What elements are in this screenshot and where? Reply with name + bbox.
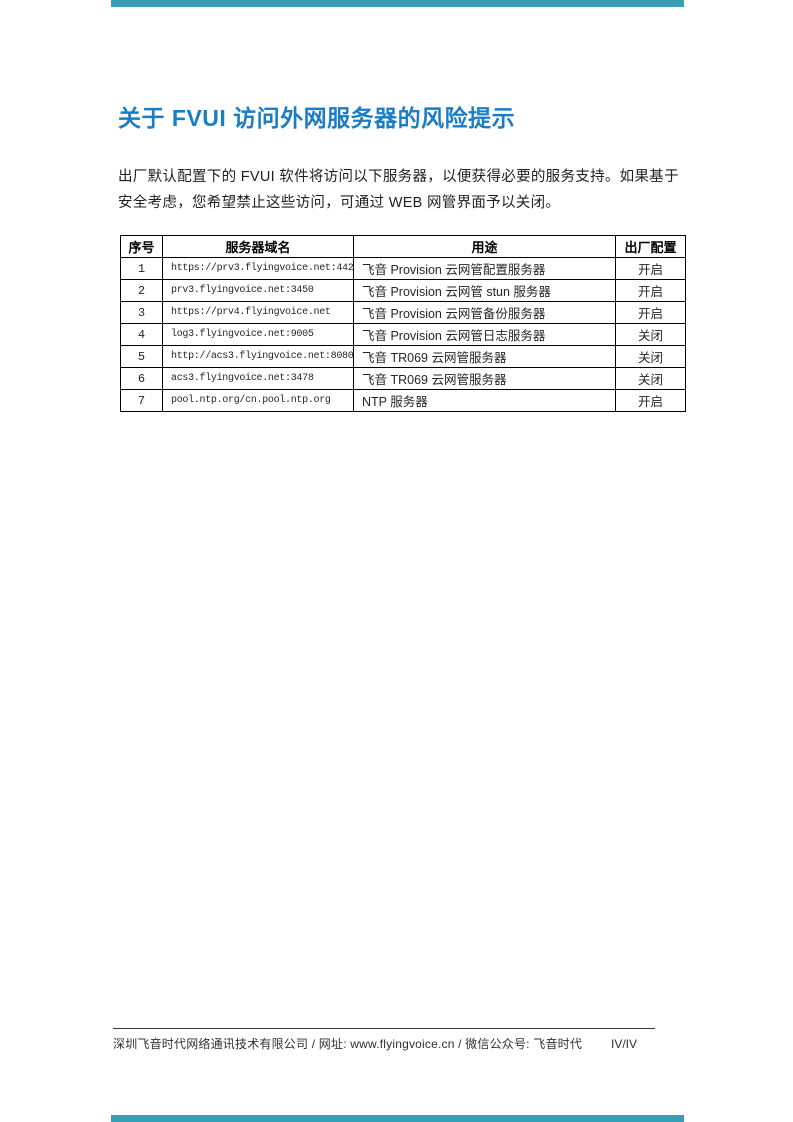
- table-row: 3 https://prv4.flyingvoice.net 飞音 Provis…: [120, 301, 686, 324]
- cell-domain: prv3.flyingvoice.net:3450: [162, 279, 354, 302]
- col-header-domain: 服务器域名: [162, 235, 354, 258]
- cell-index: 6: [120, 367, 163, 390]
- cell-index: 2: [120, 279, 163, 302]
- cell-domain: pool.ntp.org/cn.pool.ntp.org: [162, 389, 354, 412]
- cell-index: 4: [120, 323, 163, 346]
- bottom-accent-bar: [111, 1115, 684, 1122]
- table-row: 6 acs3.flyingvoice.net:3478 飞音 TR069 云网管…: [120, 367, 686, 390]
- cell-purpose: 飞音 TR069 云网管服务器: [353, 345, 616, 368]
- cell-purpose: 飞音 Provision 云网管 stun 服务器: [353, 279, 616, 302]
- cell-index: 7: [120, 389, 163, 412]
- col-header-purpose: 用途: [353, 235, 616, 258]
- cell-purpose: 飞音 Provision 云网管日志服务器: [353, 323, 616, 346]
- cell-domain: acs3.flyingvoice.net:3478: [162, 367, 354, 390]
- cell-domain: https://prv3.flyingvoice.net:442: [162, 257, 354, 280]
- cell-index: 1: [120, 257, 163, 280]
- cell-config: 关闭: [615, 323, 686, 346]
- col-header-index: 序号: [120, 235, 163, 258]
- cell-purpose: 飞音 TR069 云网管服务器: [353, 367, 616, 390]
- server-table: 序号 服务器域名 用途 出厂配置 1 https://prv3.flyingvo…: [120, 235, 686, 412]
- cell-index: 5: [120, 345, 163, 368]
- cell-config: 开启: [615, 301, 686, 324]
- cell-config: 开启: [615, 257, 686, 280]
- table-row: 2 prv3.flyingvoice.net:3450 飞音 Provision…: [120, 279, 686, 302]
- cell-index: 3: [120, 301, 163, 324]
- table-row: 7 pool.ntp.org/cn.pool.ntp.org NTP 服务器 开…: [120, 389, 686, 412]
- col-header-config: 出厂配置: [615, 235, 686, 258]
- cell-purpose: NTP 服务器: [353, 389, 616, 412]
- cell-config: 关闭: [615, 367, 686, 390]
- footer-page-number: IV/IV: [610, 1037, 637, 1051]
- intro-paragraph: 出厂默认配置下的 FVUI 软件将访问以下服务器，以便获得必要的服务支持。如果基…: [118, 168, 679, 211]
- cell-config: 开启: [615, 389, 686, 412]
- cell-config: 开启: [615, 279, 686, 302]
- table-row: 5 http://acs3.flyingvoice.net:8080 飞音 TR…: [120, 345, 686, 368]
- table-row: 1 https://prv3.flyingvoice.net:442 飞音 Pr…: [120, 257, 686, 280]
- cell-purpose: 飞音 Provision 云网管备份服务器: [353, 301, 616, 324]
- footer-company-info: 深圳飞音时代网络通讯技术有限公司 / 网址: www.flyingvoice.c…: [113, 1037, 583, 1051]
- cell-config: 关闭: [615, 345, 686, 368]
- cell-domain: log3.flyingvoice.net:9005: [162, 323, 354, 346]
- page-footer: 深圳飞音时代网络通讯技术有限公司 / 网址: www.flyingvoice.c…: [113, 1028, 655, 1052]
- page-title: 关于 FVUI 访问外网服务器的风险提示: [118, 105, 516, 131]
- cell-domain: https://prv4.flyingvoice.net: [162, 301, 354, 324]
- cell-domain: http://acs3.flyingvoice.net:8080: [162, 345, 354, 368]
- table-row: 4 log3.flyingvoice.net:9005 飞音 Provision…: [120, 323, 686, 346]
- cell-purpose: 飞音 Provision 云网管配置服务器: [353, 257, 616, 280]
- top-accent-bar: [111, 0, 684, 7]
- table-header-row: 序号 服务器域名 用途 出厂配置: [120, 235, 686, 258]
